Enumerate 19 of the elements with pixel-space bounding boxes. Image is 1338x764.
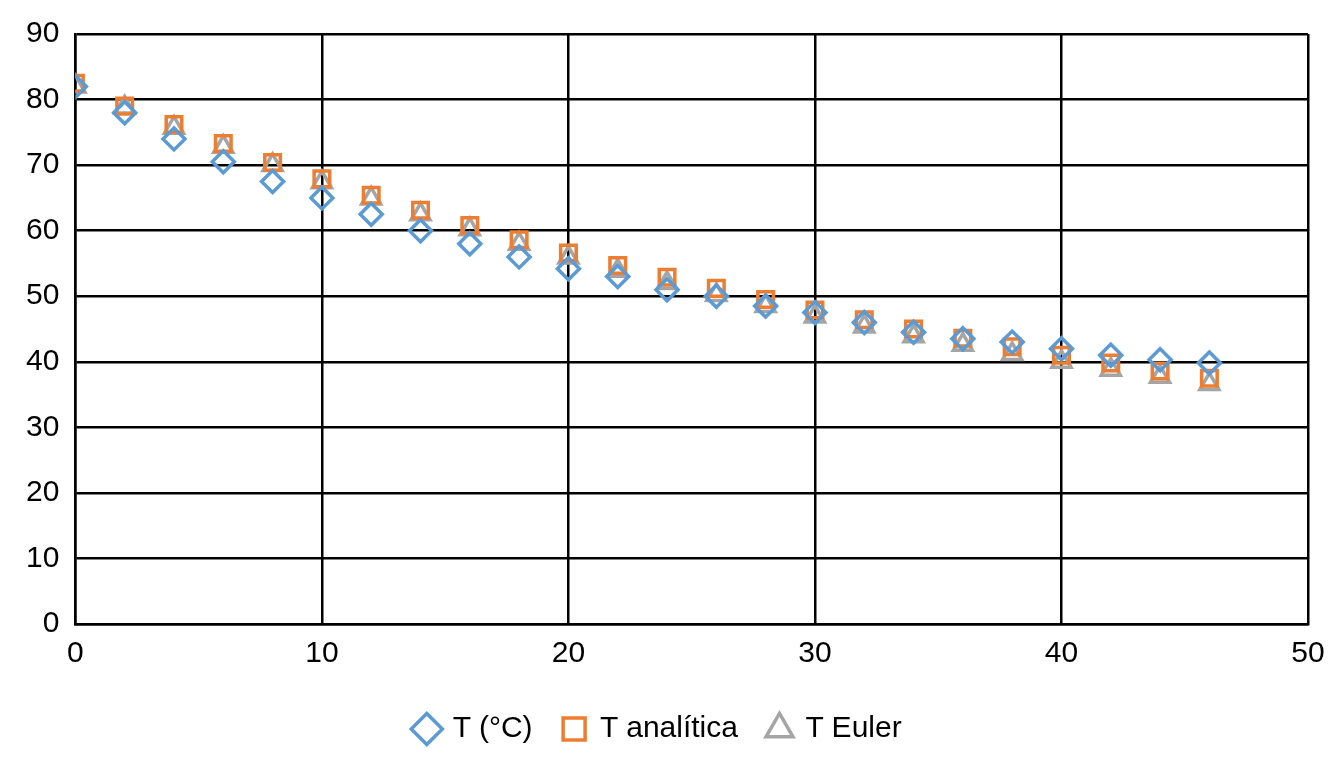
legend-label: T (°C) — [452, 710, 533, 744]
y-tick-label: 10 — [25, 539, 60, 573]
y-tick-label: 0 — [42, 605, 60, 639]
y-tick-label: 60 — [25, 211, 60, 245]
y-tick-label: 70 — [25, 146, 60, 180]
y-tick-label: 20 — [25, 474, 60, 508]
y-tick-label: 80 — [25, 80, 60, 114]
legend-label: T Euler — [805, 710, 902, 744]
legend-label: T analítica — [600, 710, 739, 744]
y-tick-label: 40 — [25, 343, 60, 377]
x-tick-label: 50 — [1291, 635, 1325, 669]
x-tick-label: 10 — [305, 635, 339, 669]
x-tick-label: 40 — [1044, 635, 1079, 669]
y-tick-label: 50 — [25, 277, 60, 311]
x-tick-label: 0 — [67, 635, 84, 669]
y-tick-label: 30 — [25, 408, 60, 442]
x-tick-label: 20 — [551, 635, 586, 669]
x-tick-label: 30 — [798, 635, 832, 669]
y-tick-label: 90 — [25, 15, 60, 49]
